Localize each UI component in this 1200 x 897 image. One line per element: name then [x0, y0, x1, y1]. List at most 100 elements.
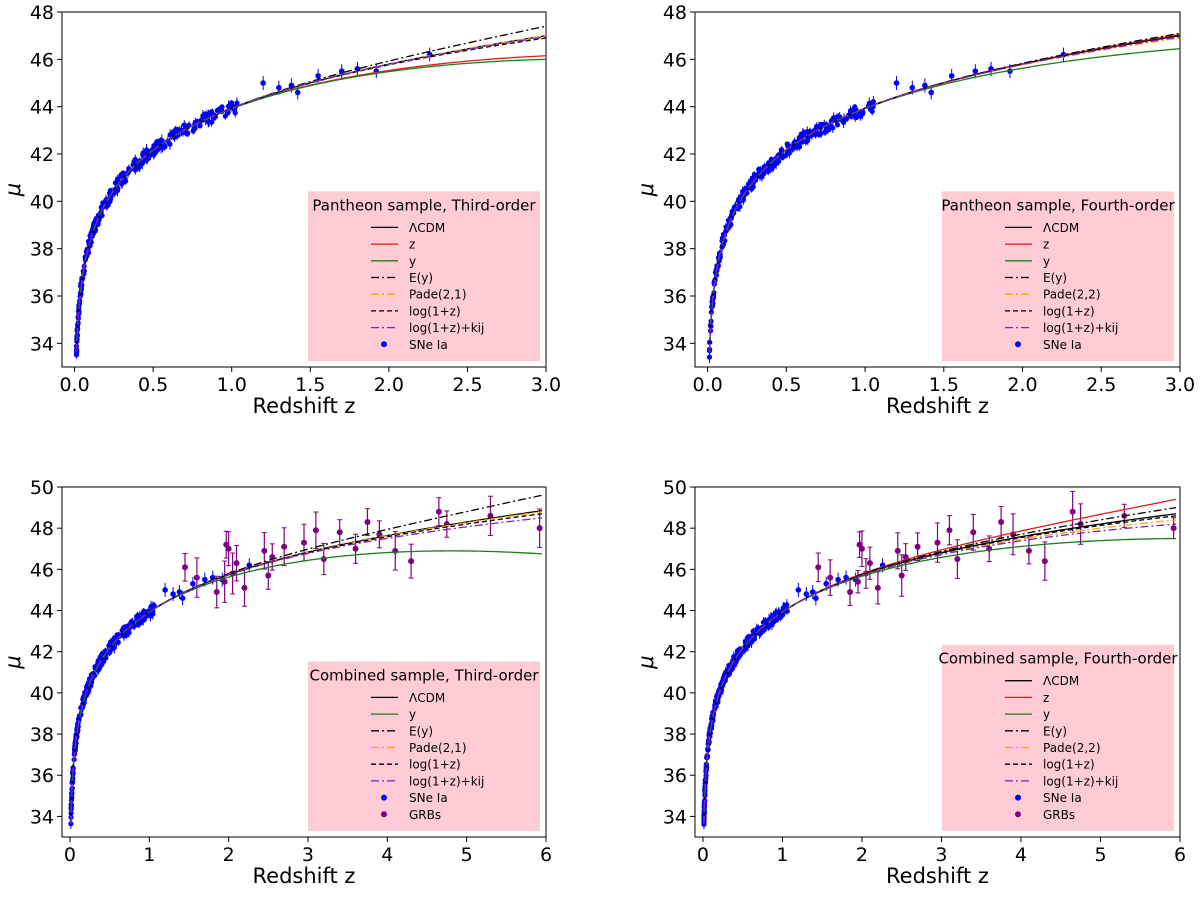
sne-point	[852, 113, 858, 119]
sne-point	[122, 624, 128, 630]
sne-point	[706, 354, 713, 360]
legend-title: Pantheon sample, Third-order	[312, 196, 536, 214]
legend: Combined sample, Third-order ΛCDM y E(y) Pad…	[308, 661, 540, 831]
legend-label: ΛCDM	[409, 691, 445, 705]
sne-point	[800, 130, 806, 136]
sne-point	[214, 107, 220, 114]
y-tick-label: 36	[663, 765, 687, 787]
y-tick-label: 48	[663, 518, 687, 540]
sne-point	[782, 153, 789, 159]
curve-log-1-z-kij	[75, 36, 546, 352]
sne-point	[132, 156, 138, 163]
grb-point	[241, 584, 248, 591]
sne-point	[219, 104, 225, 110]
grb-point	[221, 578, 228, 585]
y-tick-label: 42	[30, 642, 54, 664]
x-tick-label: 2	[856, 844, 868, 866]
grb-point	[847, 589, 854, 595]
sne-point	[276, 84, 282, 91]
y-axis-label: μ	[1, 183, 25, 197]
sne-point	[338, 68, 345, 74]
y-tick-label: 42	[663, 144, 687, 166]
grb-point	[1170, 525, 1177, 532]
sne-point	[830, 125, 836, 131]
plot-frame	[61, 486, 547, 838]
legend-label: log(1+z)	[409, 758, 461, 772]
sne-point	[767, 165, 774, 172]
sne-point	[294, 89, 301, 96]
plot-area	[68, 494, 543, 829]
x-tick-label: 5	[1094, 844, 1106, 866]
sne-point	[869, 108, 875, 115]
sne-point	[803, 591, 810, 597]
x-tick-label: 2	[223, 844, 235, 866]
x-tick-label: 1.5	[295, 374, 325, 396]
y-tick-label: 34	[30, 806, 54, 828]
grb-point	[1069, 508, 1076, 515]
y-tick-label: 38	[30, 239, 54, 261]
sne-point	[202, 576, 208, 583]
y-tick-label: 38	[30, 724, 54, 746]
sne-point	[784, 141, 790, 147]
legend-marker	[1015, 811, 1021, 818]
sne-point	[123, 632, 129, 638]
x-tick-label: 2.5	[452, 374, 482, 396]
y-tick-label: 40	[30, 683, 54, 705]
sne-point	[701, 821, 707, 827]
x-tick-label: 6	[540, 844, 552, 866]
grb-point	[954, 556, 961, 563]
grb-point	[376, 531, 383, 538]
x-tick-label: 0	[64, 844, 76, 866]
legend-title: Pantheon sample, Fourth-order	[941, 196, 1175, 214]
y-tick-label: 48	[663, 2, 687, 24]
sne-point	[972, 68, 979, 74]
sne-point	[813, 595, 819, 601]
plot-area	[701, 490, 1177, 830]
grb-point	[894, 547, 901, 554]
series-grbs	[815, 490, 1177, 606]
y-axis-label: μ	[634, 183, 658, 197]
y-tick-label: 50	[30, 477, 54, 499]
sne-point	[143, 147, 150, 153]
legend: Pantheon sample, Fourth-order ΛCDM zy E(y) P…	[941, 191, 1175, 361]
sne-point	[184, 131, 190, 137]
grb-point	[854, 578, 861, 585]
sne-point	[106, 650, 113, 656]
sne-point	[158, 145, 164, 151]
y-tick-label: 50	[663, 477, 687, 499]
x-tick-label: 5	[461, 844, 473, 866]
sne-point	[179, 595, 186, 601]
y-tick-label: 44	[663, 97, 687, 119]
legend-label: SNe Ia	[1043, 791, 1082, 805]
grb-point	[261, 547, 268, 554]
grb-point	[934, 539, 941, 546]
legend-label: log(1+z)+kij	[409, 774, 484, 788]
sne-point	[747, 178, 754, 184]
plot-frame	[694, 486, 1181, 838]
legend-label: SNe Ia	[1043, 338, 1082, 352]
plot-frame	[694, 11, 1181, 368]
legend-label: ΛCDM	[1043, 221, 1079, 235]
legend-title: Combined sample, Fourth-order	[938, 650, 1178, 668]
grb-point	[312, 527, 319, 534]
grb-point	[827, 574, 834, 581]
sne-point	[222, 113, 228, 119]
legend-marker	[1015, 341, 1021, 348]
legend-label: E(y)	[409, 271, 433, 285]
sne-point	[74, 350, 80, 356]
grb-point	[866, 560, 873, 567]
legend-box	[308, 191, 540, 361]
sne-point	[234, 100, 240, 106]
y-tick-label: 36	[663, 286, 687, 308]
x-tick-label: 1.5	[929, 374, 959, 396]
sne-point	[948, 73, 955, 79]
sne-point	[760, 619, 767, 625]
legend-marker	[381, 341, 387, 348]
legend-label: y	[1043, 254, 1050, 268]
sne-point	[794, 144, 800, 150]
grb-point	[281, 543, 288, 550]
sne-point	[135, 165, 141, 171]
legend-label: SNe Ia	[409, 338, 448, 352]
legend-box	[942, 644, 1174, 831]
y-tick-label: 34	[663, 333, 687, 355]
